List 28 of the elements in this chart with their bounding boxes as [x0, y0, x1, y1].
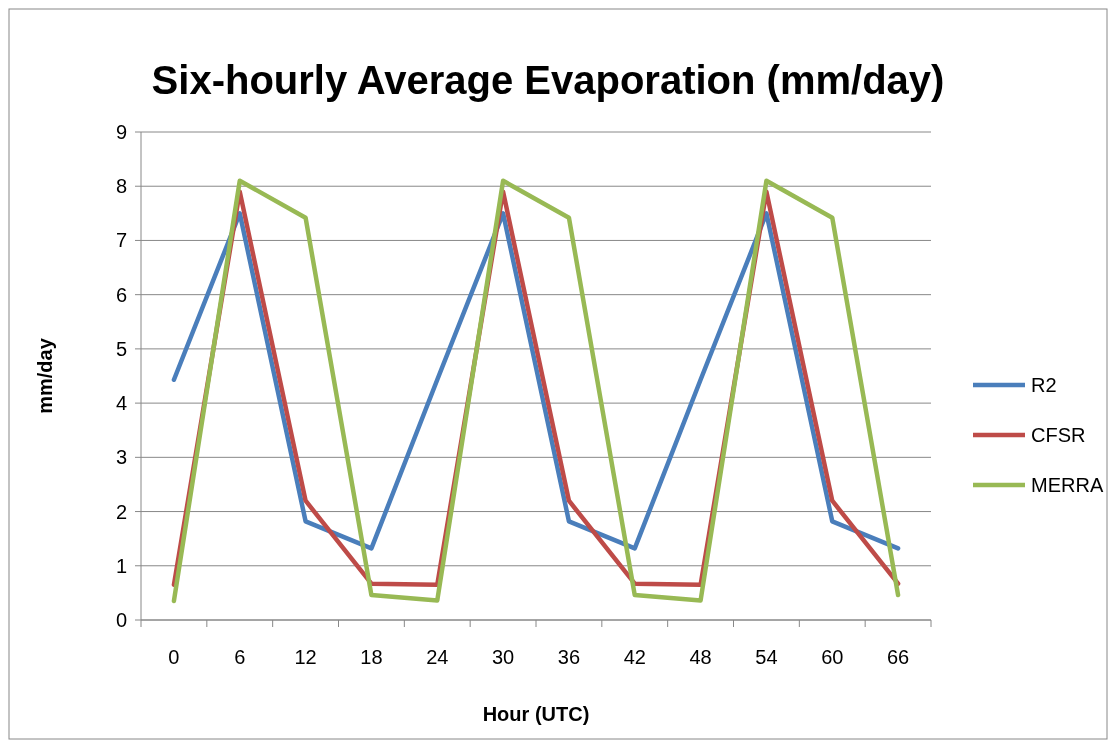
- x-tick-label: 24: [426, 646, 449, 668]
- y-tick-label: 0: [115, 609, 127, 631]
- legend-label: MERRA: [1031, 474, 1104, 496]
- y-tick-label: 7: [115, 229, 127, 252]
- x-tick-label: 42: [623, 646, 646, 668]
- x-tick-label: 12: [294, 646, 317, 668]
- x-axis-title: Hour (UTC): [482, 703, 590, 725]
- x-tick-label: 18: [360, 646, 383, 668]
- y-tick-label: 5: [115, 337, 127, 360]
- y-tick-label: 6: [115, 283, 127, 306]
- x-tick-label: 0: [168, 646, 180, 668]
- x-tick-label: 48: [689, 646, 712, 668]
- x-tick-label: 36: [557, 646, 581, 668]
- y-tick-label: 1: [115, 554, 127, 577]
- x-tick-label: 54: [755, 646, 778, 668]
- y-tick-label: 4: [115, 392, 127, 415]
- x-tick-label: 6: [234, 646, 246, 668]
- x-tick-label: 66: [886, 646, 910, 668]
- legend-label: R2: [1031, 374, 1057, 396]
- legend-label: CFSR: [1031, 424, 1086, 446]
- chart-title: Six-hourly Average Evaporation (mm/day): [151, 58, 945, 102]
- x-tick-label: 30: [491, 646, 515, 668]
- y-tick-label: 2: [115, 500, 127, 523]
- y-tick-label: 3: [115, 446, 127, 469]
- x-tick-label: 60: [821, 646, 844, 668]
- y-tick-label: 8: [115, 175, 127, 198]
- y-tick-label: 9: [115, 121, 127, 143]
- y-axis-title: mm/day: [34, 337, 56, 414]
